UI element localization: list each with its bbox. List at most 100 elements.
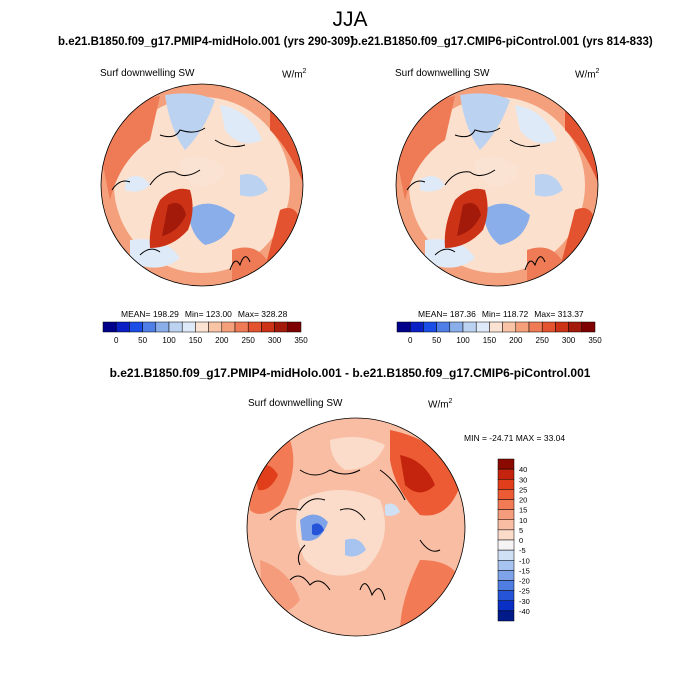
diff-colorbar-swatch <box>497 468 515 480</box>
diff-colorbar-swatch <box>497 590 515 601</box>
panel1-map <box>100 83 304 287</box>
panel1-colorbar-tick-label: 250 <box>242 336 256 345</box>
panel1-colorbar-swatch <box>234 321 249 333</box>
diff-colorbar-swatch <box>497 458 515 470</box>
panel1-colorbar-swatch <box>102 321 117 333</box>
diff-colorbar-swatch <box>497 580 515 591</box>
panel1-colorbar-swatch <box>195 321 209 333</box>
panel2-colorbar-swatch <box>528 321 543 333</box>
diff-colorbar-tick-label: -20 <box>519 577 530 586</box>
panel2-colorbar-swatch <box>541 321 556 333</box>
panel2-colorbar-swatch <box>462 321 477 333</box>
diff-colorbar-tick-label: -40 <box>519 607 530 616</box>
panel1-colorbar-swatch <box>287 321 302 333</box>
diff-map <box>246 417 466 637</box>
diff-colorbar-tick-label: 20 <box>519 496 527 505</box>
panel1-colorbar-tick-label: 350 <box>294 336 308 345</box>
panel1-colorbar-tick-label: 200 <box>215 336 229 345</box>
panel2-colorbar-swatch <box>515 321 530 333</box>
diff-colorbar-tick-label: -5 <box>519 546 526 555</box>
panel1-colorbar-swatch <box>247 321 262 333</box>
diff-minmax: MIN = -24.71 MAX = 33.04 <box>464 433 566 443</box>
panel1-colorbar-tick-label: 150 <box>189 336 203 345</box>
diff-colorbar-swatch <box>497 549 515 561</box>
panel1-colorbar-tick-label: 0 <box>114 336 119 345</box>
panel2-colorbar: 0 50 100 150 200 250 300 350 <box>396 321 602 345</box>
panel2-mean: MEAN= 187.36 <box>418 309 476 319</box>
panel2-colorbar-tick-label: 100 <box>456 336 470 345</box>
subtitle-midholo: b.e21.B1850.f09_g17.PMIP4-midHolo.001 (y… <box>58 36 354 48</box>
panel2-colorbar-swatch <box>409 321 424 333</box>
panel2-colorbar-swatch <box>475 321 490 333</box>
panel1-stats: MEAN= 198.29 Min= 123.00 Max= 328.28 <box>121 309 293 319</box>
panel1-min: Min= 123.00 <box>184 309 232 319</box>
diff-colorbar-tick-label: -15 <box>519 566 530 575</box>
panel1-colorbar-swatch <box>129 321 143 333</box>
diff-colorbar-swatch <box>497 560 515 571</box>
diff-colorbar-tick-label: -25 <box>519 587 530 596</box>
diff-colorbar-tick-label: 10 <box>519 516 527 525</box>
panel2-colorbar-swatch <box>502 321 517 333</box>
panel1-variable-label: Surf downwelling SW <box>100 68 195 79</box>
panel2-colorbar-tick-label: 300 <box>562 336 576 345</box>
diff-colorbar-swatch <box>497 570 515 581</box>
panel2-colorbar-swatch <box>489 321 503 333</box>
panel1-mean: MEAN= 198.29 <box>121 309 179 319</box>
diff-colorbar-swatch <box>497 610 515 622</box>
diff-colorbar-tick-label: 25 <box>519 485 527 494</box>
diff-colorbar-swatch <box>497 509 515 520</box>
panel1-colorbar-tick-label: 50 <box>138 336 147 345</box>
diff-colorbar-tick-label: -10 <box>519 556 530 565</box>
panel1-colorbar-swatch <box>261 321 275 333</box>
panel2-unit-label: W/m2 <box>575 68 600 81</box>
diff-colorbar-tick-label: 30 <box>519 475 527 484</box>
panel1-colorbar-tick-label: 300 <box>268 336 282 345</box>
diff-colorbar-tick-label: 5 <box>519 526 523 535</box>
diff-colorbar-swatch <box>497 529 515 541</box>
panel1-colorbar-swatch <box>208 321 223 333</box>
panel1-unit-label: W/m2 <box>282 68 307 81</box>
diff-colorbar-swatch <box>497 489 515 500</box>
panel2-colorbar-tick-label: 350 <box>588 336 602 345</box>
panel1-colorbar: 0 50 100 150 200 250 300 350 <box>102 321 308 345</box>
panel2-colorbar-swatch <box>581 321 596 333</box>
panel2-colorbar-swatch <box>555 321 569 333</box>
figure-title: JJA <box>332 8 368 31</box>
panel1-colorbar-swatch <box>274 321 289 333</box>
diff-title: b.e21.B1850.f09_g17.PMIP4-midHolo.001 - … <box>109 366 591 380</box>
diff-colorbar-tick-label: 15 <box>519 506 527 515</box>
diff-colorbar-tick-label: 0 <box>519 536 523 545</box>
panel2-colorbar-swatch <box>449 321 464 333</box>
panel1-colorbar-swatch <box>181 321 196 333</box>
panel2-stats: MEAN= 187.36 Min= 118.72 Max= 313.37 <box>418 309 590 319</box>
panel1-colorbar-swatch <box>168 321 183 333</box>
panel2-colorbar-tick-label: 0 <box>408 336 413 345</box>
panel1-colorbar-swatch <box>155 321 170 333</box>
diff-colorbar-swatch <box>497 479 515 490</box>
panel2-variable-label: Surf downwelling SW <box>395 68 490 79</box>
panel2-min: Min= 118.72 <box>481 309 529 319</box>
subtitle-picontrol: b.e21.B1850.f09_g17.CMIP6-piControl.001 … <box>351 36 653 48</box>
panel2-max: Max= 313.37 <box>534 309 584 319</box>
diff-colorbar-swatch <box>497 600 515 612</box>
diff-unit-label: W/m2 <box>428 398 453 411</box>
diff-colorbar-swatch <box>497 539 515 551</box>
panel2-colorbar-tick-label: 50 <box>432 336 441 345</box>
panel2-colorbar-swatch <box>436 321 451 333</box>
panel2-colorbar-tick-label: 250 <box>536 336 550 345</box>
panel2-colorbar-tick-label: 200 <box>509 336 523 345</box>
panel2-colorbar-tick-label: 150 <box>483 336 497 345</box>
panel1-colorbar-tick-label: 100 <box>162 336 176 345</box>
panel2-map <box>395 83 599 287</box>
panel1-colorbar-swatch <box>221 321 236 333</box>
diff-colorbar-swatch <box>497 519 515 531</box>
diff-variable-label: Surf downwelling SW <box>248 398 343 409</box>
diff-colorbar-tick-label: 40 <box>519 465 527 474</box>
panel2-colorbar-swatch <box>396 321 411 333</box>
panel1-colorbar-swatch <box>115 321 130 333</box>
panel2-colorbar-swatch <box>423 321 437 333</box>
diff-colorbar-swatch <box>497 499 515 510</box>
panel1-colorbar-swatch <box>142 321 157 333</box>
